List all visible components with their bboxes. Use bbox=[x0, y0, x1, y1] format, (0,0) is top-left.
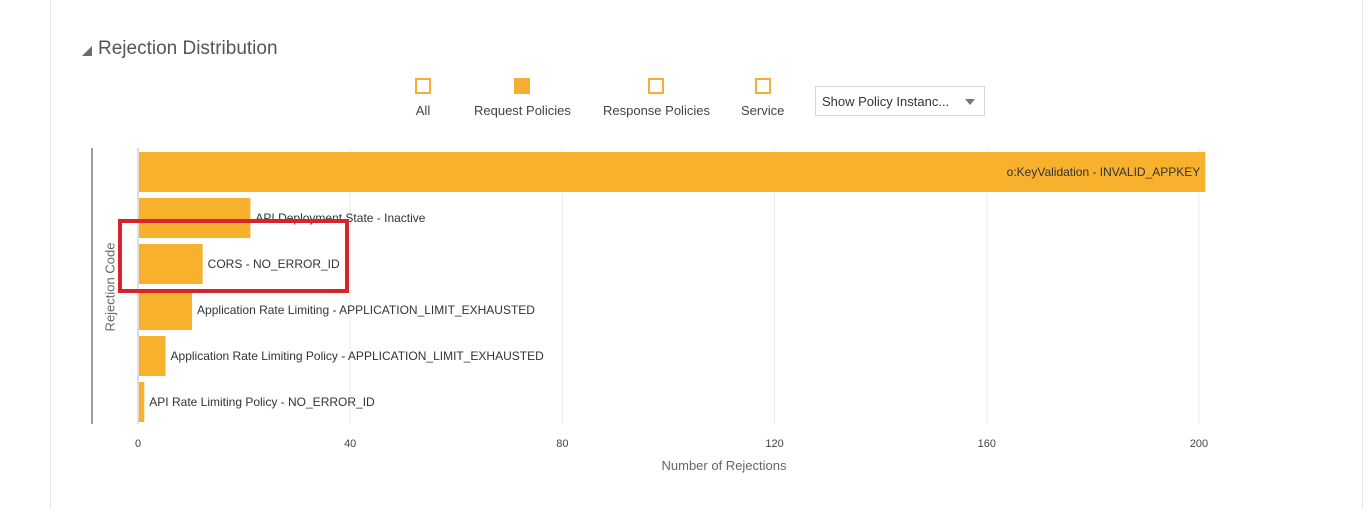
legend-item-request-policies[interactable]: Request Policies bbox=[474, 78, 571, 118]
section-header[interactable]: Rejection Distribution bbox=[82, 38, 278, 60]
policy-instance-dropdown[interactable]: Show Policy Instanc... bbox=[815, 86, 985, 116]
bar[interactable] bbox=[139, 336, 166, 376]
x-axis-title: Number of Rejections bbox=[661, 458, 787, 473]
checkbox-checked-icon[interactable] bbox=[514, 78, 531, 94]
legend-label: Service bbox=[741, 103, 785, 118]
bar-label: CORS - NO_ERROR_ID bbox=[208, 257, 340, 271]
bar-label: API Rate Limiting Policy - NO_ERROR_ID bbox=[149, 395, 375, 409]
collapse-triangle-icon[interactable] bbox=[82, 46, 92, 56]
legend-item-all[interactable]: All bbox=[415, 78, 431, 118]
x-tick-label: 120 bbox=[765, 438, 783, 450]
bar-label: o:KeyValidation - INVALID_APPKEY bbox=[1007, 165, 1201, 179]
panel-left-border bbox=[50, 0, 51, 509]
y-axis-line bbox=[91, 148, 93, 424]
chevron-down-icon[interactable] bbox=[965, 99, 975, 105]
x-tick-label: 200 bbox=[1190, 438, 1208, 450]
section-title: Rejection Distribution bbox=[98, 38, 278, 59]
legend-label: Response Policies bbox=[603, 103, 710, 118]
checkbox-icon[interactable] bbox=[754, 78, 771, 94]
legend-label: Request Policies bbox=[474, 103, 571, 118]
bar[interactable] bbox=[139, 152, 1206, 192]
legend-label: All bbox=[415, 103, 431, 118]
bar[interactable] bbox=[139, 382, 145, 422]
x-tick-label: 80 bbox=[556, 438, 568, 450]
panel-right-border bbox=[1362, 0, 1363, 509]
bar-label: Application Rate Limiting Policy - APPLI… bbox=[171, 349, 545, 363]
x-tick-label: 160 bbox=[978, 438, 996, 450]
bar[interactable] bbox=[139, 244, 203, 284]
dropdown-value: Show Policy Instanc... bbox=[822, 93, 950, 109]
legend-item-service[interactable]: Service bbox=[741, 78, 784, 118]
bar[interactable] bbox=[139, 198, 251, 238]
legend-item-response-policies[interactable]: Response Policies bbox=[603, 78, 710, 118]
bar-label: Application Rate Limiting - APPLICATION_… bbox=[197, 303, 535, 317]
highlight-annotation-box bbox=[118, 219, 349, 293]
bar[interactable] bbox=[139, 290, 193, 330]
x-tick-label: 40 bbox=[344, 438, 356, 450]
checkbox-icon[interactable] bbox=[648, 78, 665, 94]
x-tick-label: 0 bbox=[135, 438, 141, 450]
checkbox-icon[interactable] bbox=[415, 78, 431, 94]
